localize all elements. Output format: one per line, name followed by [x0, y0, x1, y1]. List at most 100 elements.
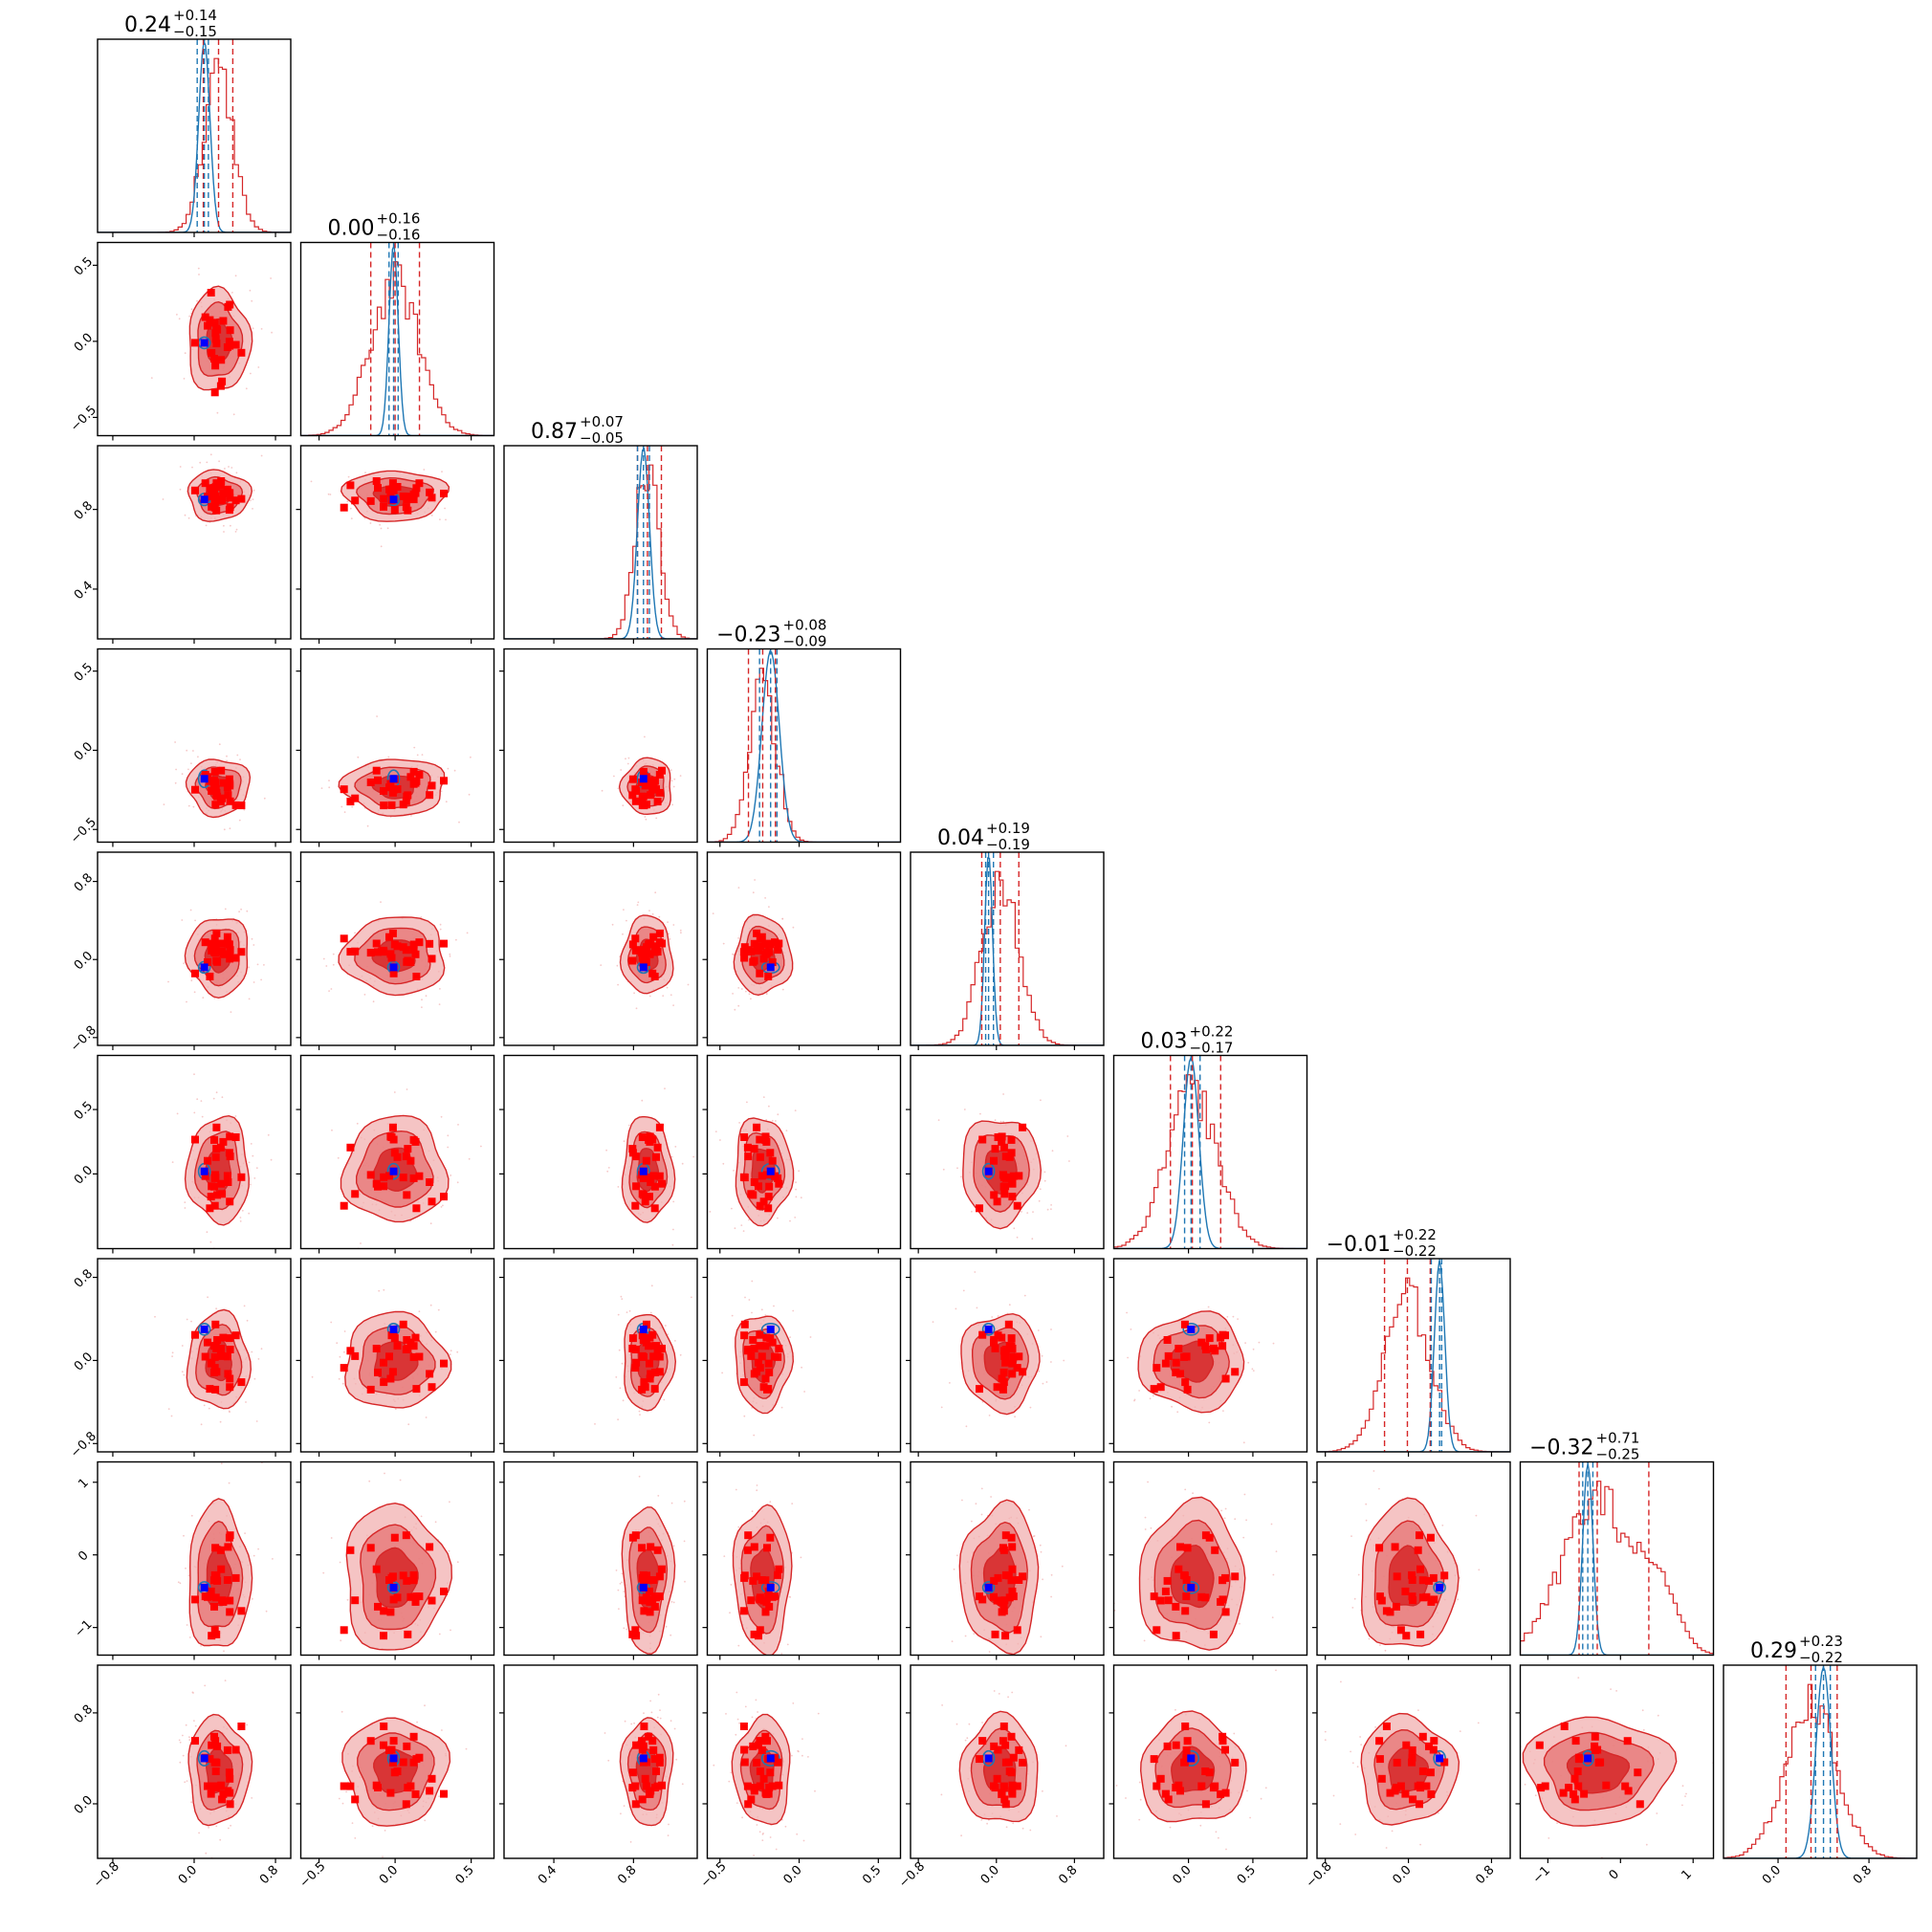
sample-marker [231, 1745, 240, 1754]
sample-dot [179, 466, 182, 468]
sample-marker [641, 1596, 649, 1605]
sample-marker [403, 1576, 411, 1585]
sample-marker [998, 1333, 1006, 1342]
sample-dot [232, 413, 235, 416]
sample-dot [601, 789, 604, 792]
sample-dot [351, 805, 354, 808]
sample-marker [386, 950, 395, 958]
sample-dot [789, 1336, 791, 1338]
truth-marker [984, 1754, 993, 1763]
sample-marker [646, 950, 654, 958]
sample-dot [239, 758, 241, 760]
sample-dot [623, 909, 625, 911]
sample-marker [1008, 1789, 1017, 1798]
sample-dot [1013, 1227, 1016, 1230]
sample-marker [211, 1385, 220, 1394]
panel-frame [299, 1460, 495, 1657]
contour-panel-5-3 [709, 1096, 802, 1232]
sample-marker [1211, 1347, 1219, 1355]
sample-dot [740, 988, 743, 990]
sample-dot [350, 517, 353, 519]
sample-dot [252, 508, 253, 510]
sample-marker [994, 1745, 1002, 1754]
sample-marker [756, 942, 764, 951]
sample-dot [243, 808, 246, 811]
sample-dot [179, 488, 182, 491]
sample-marker [1172, 1369, 1180, 1376]
sample-dot [341, 1802, 344, 1805]
sample-dot [680, 932, 682, 934]
sample-marker [208, 1182, 216, 1191]
sample-marker [440, 1789, 448, 1798]
sample-dot [171, 1355, 174, 1357]
sample-marker [998, 1789, 1006, 1798]
sample-marker [366, 496, 375, 505]
sample-dot [1363, 1672, 1365, 1674]
sample-dot [735, 1691, 738, 1694]
panel-frame [97, 445, 292, 640]
y-tick-label: 0.5 [72, 661, 96, 685]
sample-dot [975, 1503, 977, 1505]
sample-marker [756, 1330, 764, 1339]
sample-marker [403, 1742, 411, 1750]
sample-marker [388, 1758, 397, 1767]
sample-dot [230, 1824, 232, 1827]
sample-dot [617, 1589, 620, 1592]
sample-dot [1176, 1411, 1179, 1414]
histogram-title-plus: +0.16 [377, 210, 421, 228]
sample-dot [725, 1713, 727, 1715]
sample-marker [764, 1193, 773, 1201]
sample-marker [1231, 1572, 1240, 1581]
sample-dot [644, 816, 647, 818]
sample-marker [415, 771, 424, 779]
sample-marker [217, 939, 226, 948]
sample-dot [1021, 1211, 1022, 1213]
sample-dot [205, 524, 208, 527]
sample-dot [421, 999, 423, 1001]
sample-marker [1201, 1767, 1210, 1775]
sample-marker [216, 1546, 225, 1554]
sample-marker [1001, 1358, 1010, 1367]
sample-dot [480, 1145, 482, 1148]
sample-marker [756, 1767, 764, 1775]
sample-marker [211, 1767, 220, 1775]
sample-dot [357, 756, 360, 758]
sample-marker [646, 1587, 653, 1595]
sample-dot [1384, 1649, 1387, 1652]
sample-dot [940, 1406, 943, 1409]
histogram-title-minus: −0.16 [377, 227, 421, 244]
sample-marker [1164, 1596, 1173, 1605]
sample-marker [1217, 1789, 1225, 1798]
sample-marker [231, 1573, 240, 1582]
sample-marker [403, 1336, 411, 1344]
sample-marker [212, 1123, 221, 1131]
sample-marker [757, 1576, 766, 1584]
y-tick-label: 0.0 [72, 1793, 96, 1817]
sample-dot [638, 1410, 641, 1413]
sample-dot [425, 995, 428, 998]
panel-frame [503, 1054, 698, 1250]
sample-dot [1222, 1410, 1224, 1412]
sample-dot [468, 1157, 471, 1160]
sample-marker [641, 955, 649, 963]
sample-marker [237, 948, 246, 956]
sample-dot [675, 1758, 678, 1761]
sample-dot [239, 1217, 242, 1218]
sample-marker [753, 1368, 761, 1376]
sample-dot [617, 1186, 620, 1188]
sample-dot [1050, 1204, 1052, 1206]
truth-marker [639, 1167, 648, 1175]
sample-dot [207, 1296, 209, 1299]
sample-marker [647, 791, 655, 800]
sample-marker [1008, 1370, 1017, 1378]
sample-dot [651, 912, 654, 915]
y-tick-label: 0.4 [72, 579, 96, 603]
sample-dot [1007, 1696, 1009, 1699]
sample-dot [637, 901, 640, 904]
sample-marker [655, 1758, 664, 1767]
sample-dot [750, 998, 752, 1000]
sample-marker [653, 948, 662, 956]
sample-marker [643, 1758, 650, 1767]
sample-marker [999, 1143, 1008, 1152]
sample-dot [1351, 1607, 1354, 1609]
